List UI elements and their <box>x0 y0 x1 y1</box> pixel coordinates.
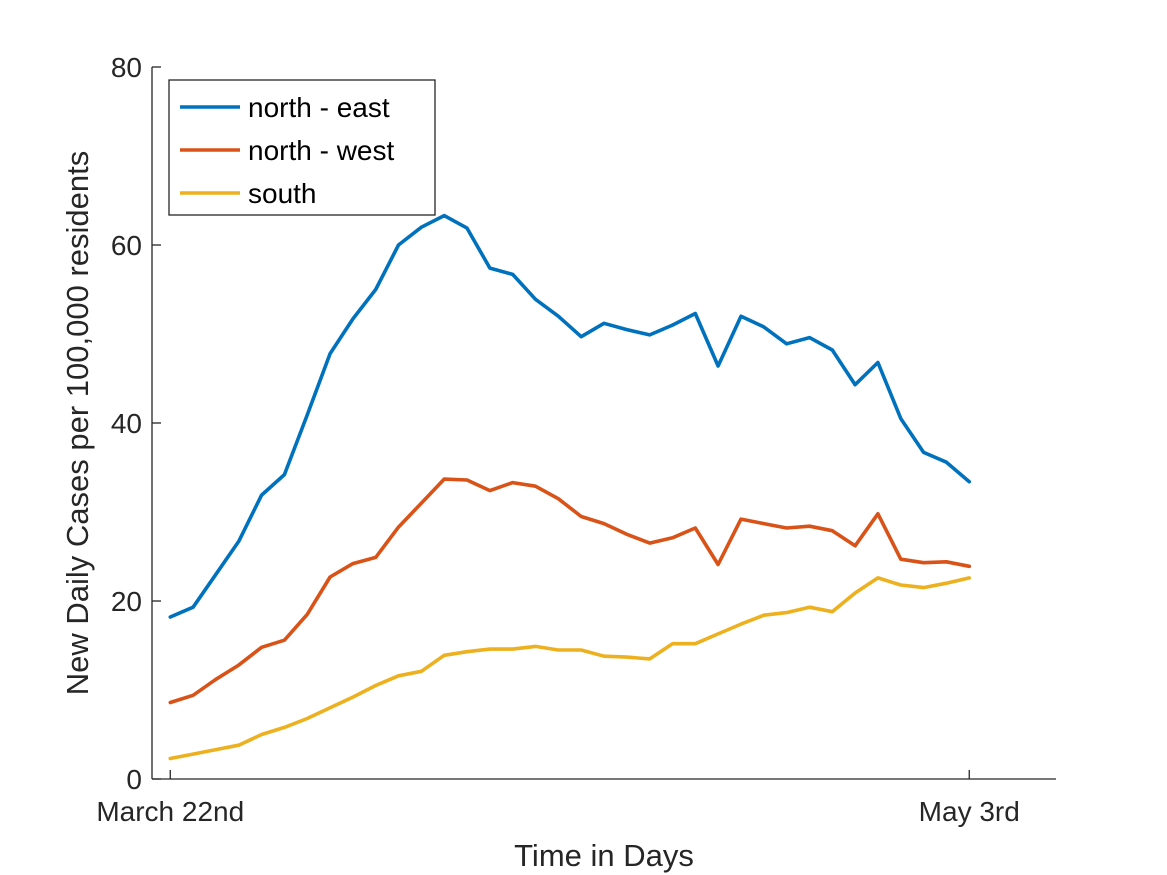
y-tick-label: 80 <box>111 52 142 83</box>
y-tick-label: 0 <box>126 764 142 795</box>
legend: north - east north - west south <box>168 79 436 216</box>
legend-entry-label: north - east <box>248 92 390 123</box>
x-ticks: March 22nd May 3rd <box>96 770 1020 827</box>
y-ticks: 0 20 40 60 80 <box>111 52 161 795</box>
y-tick-label: 20 <box>111 586 142 617</box>
series-line-north-west <box>168 477 972 705</box>
y-tick-label: 40 <box>111 408 142 439</box>
legend-entry-label: south <box>248 178 317 209</box>
x-tick-label: March 22nd <box>96 796 244 827</box>
series-line-north-east <box>168 213 972 619</box>
x-tick-label: May 3rd <box>919 796 1020 827</box>
y-tick-label: 60 <box>111 230 142 261</box>
series-lines <box>168 213 972 761</box>
legend-entry-label: north - west <box>248 135 394 166</box>
y-axis-label: New Daily Cases per 100,000 residents <box>60 151 95 696</box>
series-line-south <box>168 576 972 761</box>
x-axis-label: Time in Days <box>514 838 694 873</box>
